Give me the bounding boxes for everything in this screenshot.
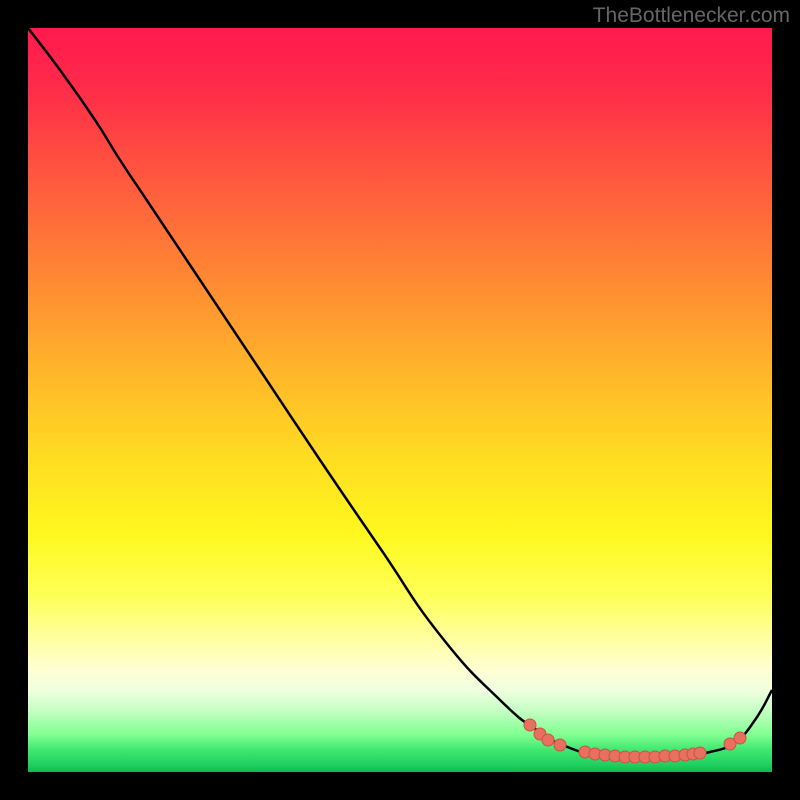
bottleneck-chart — [0, 0, 800, 800]
data-marker — [524, 719, 536, 731]
chart-container: TheBottlenecker.com — [0, 0, 800, 800]
plot-background — [28, 28, 772, 772]
watermark-text: TheBottlenecker.com — [593, 4, 790, 28]
data-marker — [542, 734, 554, 746]
data-marker — [554, 739, 566, 751]
data-marker — [694, 747, 706, 759]
data-marker — [734, 732, 746, 744]
